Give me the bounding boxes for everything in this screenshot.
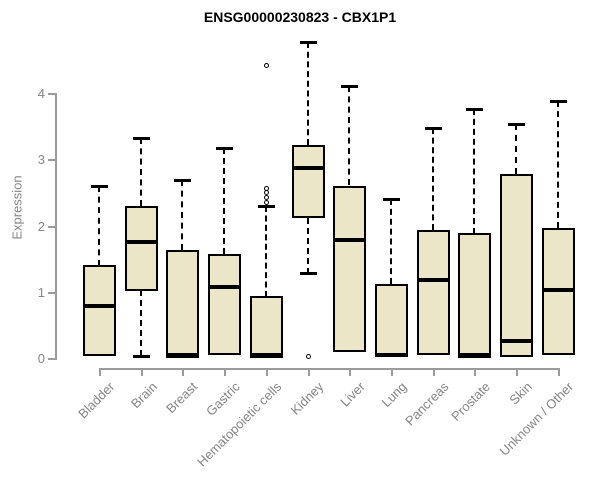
whisker-upper-cap <box>508 123 525 126</box>
median-line <box>292 166 325 170</box>
whisker-upper-cap <box>300 41 317 44</box>
whisker-upper <box>557 101 559 228</box>
whisker-lower-cap <box>133 355 150 358</box>
median-line <box>125 240 158 244</box>
x-tick-label-breast: Breast <box>163 379 201 417</box>
box-brain <box>125 206 158 291</box>
whisker-upper-cap <box>133 137 150 140</box>
whisker-upper-cap <box>466 108 483 111</box>
whisker-upper-cap <box>425 127 442 130</box>
whisker-upper <box>348 86 350 185</box>
x-tick-label-gastric: Gastric <box>202 379 243 419</box>
outlier-point <box>264 63 269 68</box>
x-axis-tick <box>558 368 560 376</box>
whisker-upper <box>140 138 142 206</box>
whisker-upper <box>181 180 183 250</box>
y-tick-label: 4 <box>37 86 45 101</box>
whisker-lower-cap <box>300 272 317 275</box>
x-axis-line <box>99 368 560 370</box>
median-line <box>250 353 283 357</box>
median-line <box>458 353 491 357</box>
x-axis-tick <box>391 368 393 376</box>
median-line <box>500 339 533 343</box>
x-tick-label-brain: Brain <box>127 379 160 412</box>
x-tick-label-lung: Lung <box>378 379 410 411</box>
whisker-upper-cap <box>91 185 108 188</box>
whisker-upper-cap <box>216 147 233 150</box>
x-tick-label-prostate: Prostate <box>447 379 493 424</box>
y-tick-label: 2 <box>37 219 45 234</box>
outlier-point <box>264 195 269 200</box>
box-bladder <box>83 265 116 356</box>
outlier-point <box>264 200 269 205</box>
x-tick-label-liver: Liver <box>337 379 368 410</box>
whisker-upper <box>98 186 100 266</box>
median-line <box>542 288 575 292</box>
box-skin <box>500 174 533 357</box>
whisker-upper-cap <box>383 198 400 201</box>
box-gastric <box>208 254 241 355</box>
x-axis-tick <box>182 368 184 376</box>
x-axis-tick <box>266 368 268 376</box>
whisker-upper-cap <box>341 85 358 88</box>
whisker-upper <box>390 199 392 284</box>
x-tick-label-skin: Skin <box>506 379 535 408</box>
y-axis-line <box>55 93 57 360</box>
x-axis-tick <box>516 368 518 376</box>
whisker-upper <box>432 128 434 230</box>
outlier-point <box>264 186 269 191</box>
whisker-upper <box>265 206 267 297</box>
x-axis-tick <box>99 368 101 376</box>
box-prostate <box>458 233 491 358</box>
whisker-upper <box>223 148 225 254</box>
outlier-point <box>306 354 311 359</box>
y-tick-label: 3 <box>37 152 45 167</box>
y-axis-tick <box>48 292 55 294</box>
box-kidney <box>292 145 325 218</box>
x-tick-label-unknown-other: Unknown / Other <box>497 379 577 459</box>
box-liver <box>333 186 366 352</box>
median-line <box>166 353 199 357</box>
whisker-upper <box>515 124 517 174</box>
y-tick-label: 0 <box>37 351 45 366</box>
x-axis-tick <box>141 368 143 376</box>
y-axis-tick <box>48 93 55 95</box>
whisker-upper-cap <box>174 179 191 182</box>
median-line <box>333 238 366 242</box>
chart-title: ENSG00000230823 - CBX1P1 <box>203 9 397 25</box>
x-axis-tick <box>474 368 476 376</box>
x-axis-tick <box>224 368 226 376</box>
y-axis-tick <box>48 159 55 161</box>
y-axis-tick <box>48 358 55 360</box>
median-line <box>417 278 450 282</box>
x-axis-tick <box>433 368 435 376</box>
y-tick-label: 1 <box>37 285 45 300</box>
box-breast <box>166 250 199 358</box>
x-axis-tick <box>349 368 351 376</box>
x-tick-label-bladder: Bladder <box>75 379 118 422</box>
median-line <box>83 304 116 308</box>
whisker-upper-cap <box>258 205 275 208</box>
box-hematopoietic-cells <box>250 296 283 358</box>
whisker-upper <box>307 42 309 145</box>
box-lung <box>375 284 408 356</box>
median-line <box>208 285 241 289</box>
x-tick-label-pancreas: Pancreas <box>402 379 452 429</box>
y-axis-tick <box>48 226 55 228</box>
whisker-upper-cap <box>550 100 567 103</box>
whisker-upper <box>473 109 475 234</box>
whisker-lower <box>307 218 309 274</box>
whisker-lower <box>140 290 142 356</box>
median-line <box>375 353 408 357</box>
box-pancreas <box>417 230 450 355</box>
x-tick-label-kidney: Kidney <box>287 379 327 418</box>
x-axis-tick <box>308 368 310 376</box>
